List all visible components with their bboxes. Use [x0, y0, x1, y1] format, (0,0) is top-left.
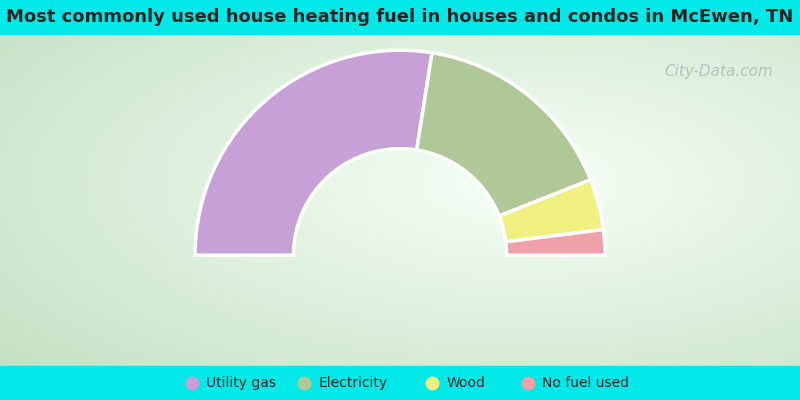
Text: Utility gas: Utility gas: [206, 376, 277, 390]
Wedge shape: [499, 180, 603, 242]
Text: No fuel used: No fuel used: [542, 376, 630, 390]
Wedge shape: [195, 50, 432, 255]
Text: Electricity: Electricity: [318, 376, 387, 390]
Text: Wood: Wood: [446, 376, 486, 390]
Text: City-Data.com: City-Data.com: [664, 64, 773, 79]
Bar: [0, 366, 800, 400]
Text: Most commonly used house heating fuel in houses and condos in McEwen, TN: Most commonly used house heating fuel in…: [6, 8, 794, 26]
Wedge shape: [506, 230, 605, 255]
Bar: [0, 0, 800, 34]
Wedge shape: [417, 53, 590, 216]
